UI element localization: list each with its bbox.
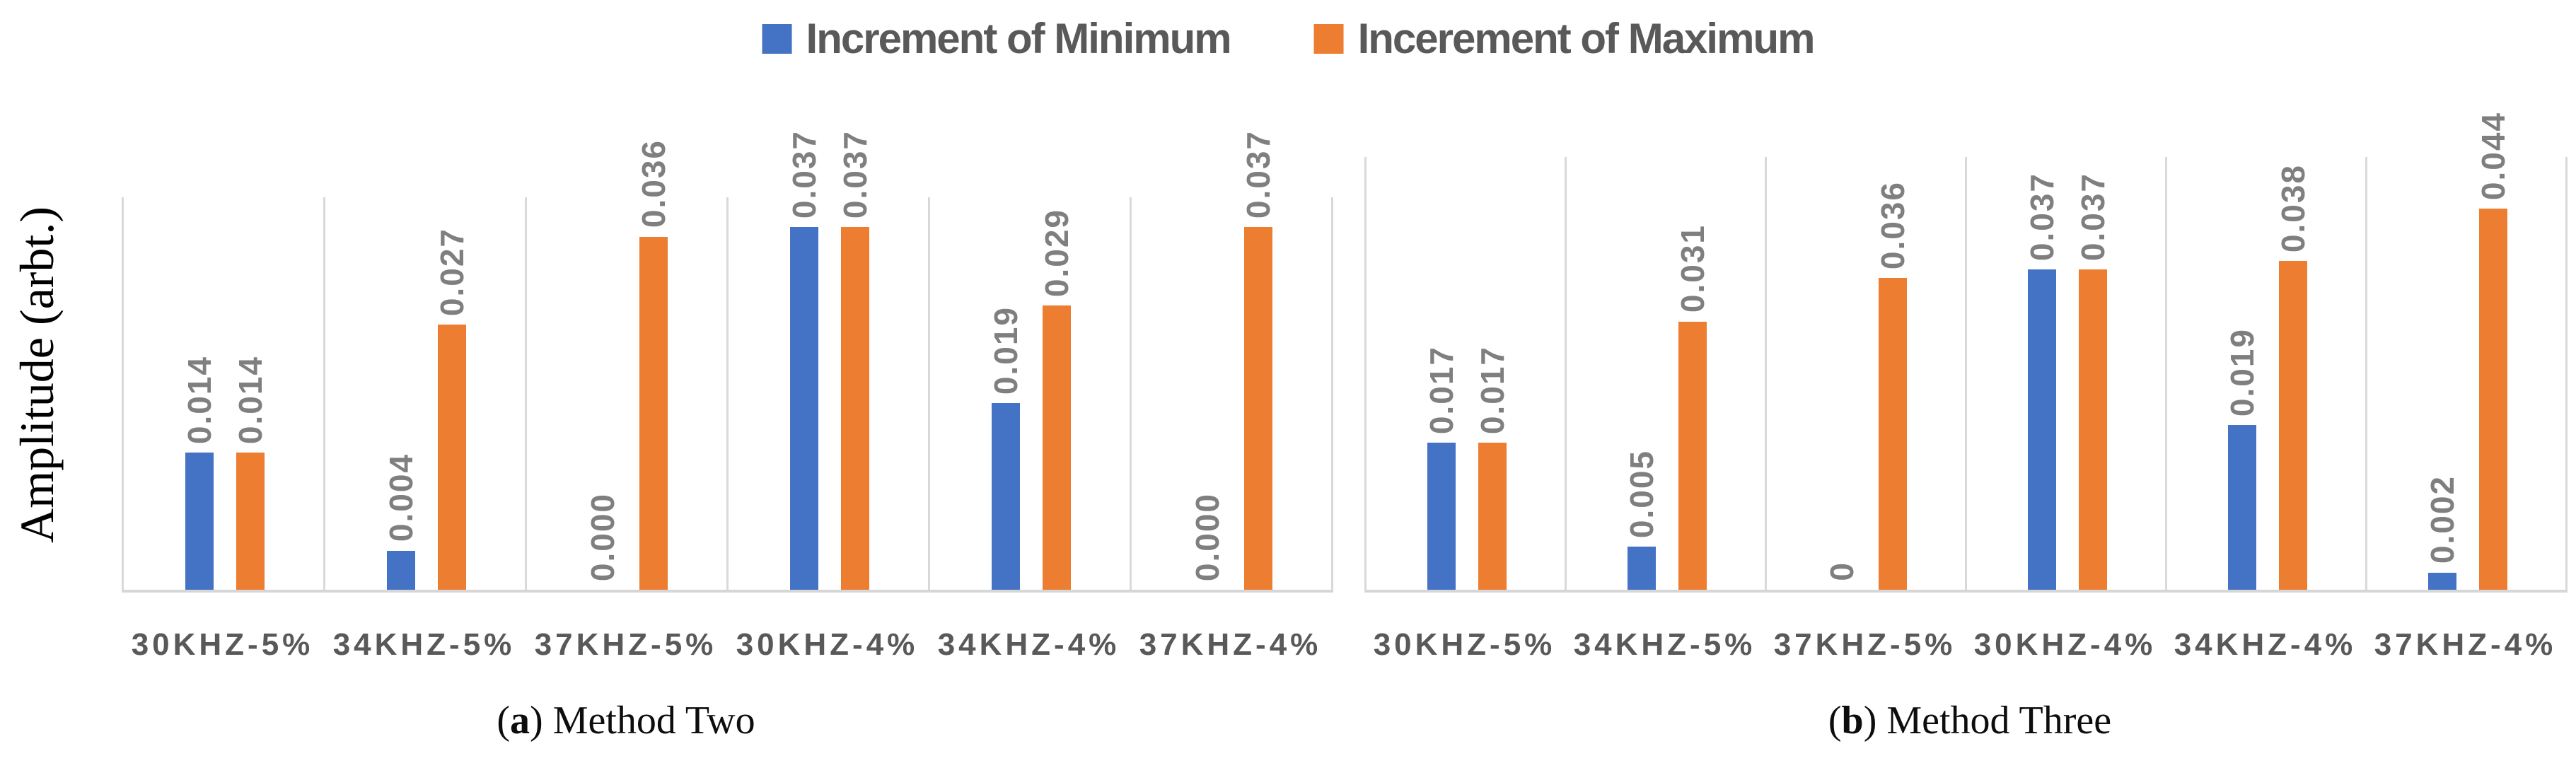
bar-increment-minimum bbox=[1627, 546, 1656, 590]
category-cell: 0.019 0.038 bbox=[2167, 157, 2367, 590]
bar-value-label: 0.044 bbox=[2474, 112, 2512, 201]
legend-item-maximum: Incerement of Maximum bbox=[1313, 15, 1816, 62]
bar-increment-maximum bbox=[639, 236, 668, 590]
bar-increment-minimum bbox=[991, 403, 1020, 590]
bar-value-label: 0.037 bbox=[2023, 173, 2060, 262]
category-cell: 0.005 0.031 bbox=[1567, 157, 1767, 590]
bar-increment-minimum bbox=[1427, 442, 1456, 590]
y-axis-title-wrap: Amplitude (arbt.) bbox=[0, 134, 74, 615]
bar-increment-maximum bbox=[437, 325, 466, 590]
blue-square-swatch-icon bbox=[762, 24, 792, 54]
category-axis-label: 37KHZ-4% bbox=[1139, 627, 1322, 662]
caption-b-letter: b bbox=[1841, 699, 1864, 742]
chart-panel-method-two: 0.014 0.014 0.004 0.027 0.000 0.036 0.037 0.037… bbox=[122, 130, 1333, 593]
bar-value-label: 0.017 bbox=[1422, 345, 1460, 434]
bar-increment-minimum bbox=[2027, 269, 2056, 590]
bar-value-label: 0.038 bbox=[2274, 163, 2311, 252]
category-cell: 0.037 0.037 bbox=[729, 130, 930, 590]
bar-value-label: 0.004 bbox=[382, 453, 419, 542]
bar-increment-minimum bbox=[386, 550, 415, 590]
bar-value-label: 0.017 bbox=[1473, 345, 1511, 434]
bar-increment-maximum bbox=[2278, 260, 2307, 590]
bar-value-label: 0.029 bbox=[1038, 208, 1075, 297]
bar-increment-minimum bbox=[2427, 572, 2456, 590]
legend-item-minimum: Increment of Minimum bbox=[762, 15, 1232, 62]
bar-value-label: 0.027 bbox=[433, 228, 470, 317]
bar-increment-maximum bbox=[840, 226, 869, 590]
caption-b-close-paren: ) bbox=[1863, 699, 1877, 742]
category-cell: 0 0.036 bbox=[1767, 157, 1967, 590]
bar-value-label: 0.000 bbox=[1188, 492, 1226, 581]
caption-a-text: Method Two bbox=[552, 699, 755, 742]
category-axis-label: 34KHZ-4% bbox=[937, 627, 1120, 662]
bar-value-label: 0.037 bbox=[836, 129, 874, 218]
category-axis-label: 34KHZ-5% bbox=[1573, 627, 1756, 662]
caption-b-text: Method Three bbox=[1886, 699, 2112, 742]
category-cell: 0.014 0.014 bbox=[124, 197, 325, 590]
orange-square-swatch-icon bbox=[1313, 24, 1344, 54]
caption-method-two: (a) Method Two bbox=[368, 697, 884, 745]
bar-increment-maximum bbox=[1243, 226, 1272, 590]
category-axis-label: 37KHZ-5% bbox=[1773, 627, 1956, 662]
bar-increment-minimum bbox=[185, 452, 214, 590]
category-axis-label: 30KHZ-5% bbox=[131, 627, 314, 662]
category-cell: 0.019 0.029 bbox=[930, 197, 1132, 590]
category-axis-label: 34KHZ-5% bbox=[332, 627, 516, 662]
bar-increment-maximum bbox=[2478, 209, 2507, 590]
caption-a-close-paren: ) bbox=[530, 699, 543, 742]
bar-value-label: 0.019 bbox=[2223, 328, 2261, 417]
caption-a-open-paren: ( bbox=[497, 699, 511, 742]
caption-b-open-paren: ( bbox=[1828, 699, 1842, 742]
legend-label-minimum: Increment of Minimum bbox=[806, 15, 1232, 62]
category-axis-label: 30KHZ-5% bbox=[1373, 627, 1556, 662]
bar-value-label: 0.037 bbox=[2074, 173, 2111, 262]
legend-label-maximum: Incerement of Maximum bbox=[1357, 15, 1816, 62]
bar-increment-minimum bbox=[2227, 425, 2256, 590]
category-axis-label: 30KHZ-4% bbox=[1973, 627, 2157, 662]
category-axis-label: 37KHZ-5% bbox=[534, 627, 717, 662]
category-axis-label: 30KHZ-4% bbox=[736, 627, 919, 662]
bar-value-label: 0.036 bbox=[1874, 181, 1911, 270]
bar-increment-maximum bbox=[1678, 321, 1707, 590]
bar-value-label: 0.000 bbox=[584, 492, 621, 581]
bar-value-label: 0.031 bbox=[1673, 224, 1711, 313]
bar-increment-maximum bbox=[1042, 305, 1071, 590]
bar-increment-maximum bbox=[1878, 278, 1907, 590]
bar-value-label: 0.005 bbox=[1623, 449, 1660, 538]
category-cell: 0.000 0.036 bbox=[527, 139, 729, 590]
bar-increment-maximum bbox=[236, 452, 265, 590]
x-axis-labels-method-three: 30KHZ-5% 34KHZ-5% 37KHZ-5% 30KHZ-4% 34KHZ-4%… bbox=[1364, 625, 2565, 665]
category-axis-label: 34KHZ-4% bbox=[2174, 627, 2357, 662]
bar-value-label: 0.037 bbox=[1239, 129, 1277, 218]
bar-increment-maximum bbox=[1478, 442, 1507, 590]
bar-value-label: 0.014 bbox=[231, 355, 269, 444]
bar-value-label: 0.037 bbox=[785, 129, 823, 218]
bar-increment-minimum bbox=[789, 226, 818, 590]
chart-panel-method-three: 0.017 0.017 0.005 0.031 0 0.036 0.037 0.037 0.01… bbox=[1364, 112, 2568, 593]
caption-a-letter: a bbox=[510, 699, 530, 742]
category-cell: 0.037 0.037 bbox=[1967, 157, 2167, 590]
y-axis-title: Amplitude (arbt.) bbox=[10, 206, 64, 543]
bar-value-label: 0.036 bbox=[634, 139, 672, 228]
x-axis-labels-method-two: 30KHZ-5% 34KHZ-5% 37KHZ-5% 30KHZ-4% 34KHZ-4%… bbox=[122, 625, 1331, 665]
bar-value-label: 0.014 bbox=[180, 355, 218, 444]
caption-method-three: (b) Method Three bbox=[1712, 697, 2228, 745]
bar-increment-maximum bbox=[2078, 269, 2107, 590]
category-cell: 0.017 0.017 bbox=[1367, 157, 1567, 590]
category-axis-label: 37KHZ-4% bbox=[2374, 627, 2557, 662]
bar-value-label: 0.019 bbox=[987, 306, 1024, 395]
category-cell: 0.000 0.037 bbox=[1132, 130, 1333, 590]
bar-value-label: 0.002 bbox=[2423, 475, 2461, 564]
category-cell: 0.002 0.044 bbox=[2367, 112, 2568, 590]
bar-value-label: 0 bbox=[1823, 561, 1860, 581]
category-cell: 0.004 0.027 bbox=[325, 197, 527, 590]
chart-legend: Increment of Minimum Incerement of Maxim… bbox=[762, 11, 1816, 66]
